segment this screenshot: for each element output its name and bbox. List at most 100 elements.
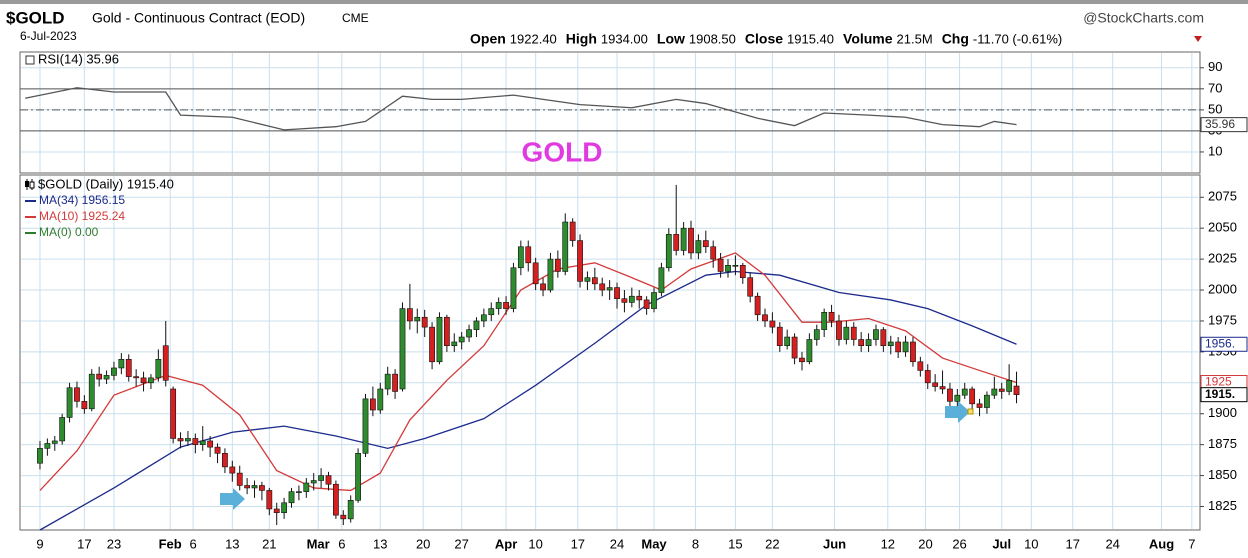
candle-body [340, 514, 347, 520]
quote-value: 1915.40 [787, 31, 834, 46]
candle-body [673, 234, 680, 251]
candle-body [96, 373, 103, 380]
candle-body [310, 480, 317, 484]
y-tick-label: 10 [1208, 143, 1222, 158]
candle-body [688, 227, 694, 254]
rsi-icon [25, 55, 35, 65]
last-value-label: 35.96 [1205, 117, 1235, 131]
candle-body [910, 341, 916, 363]
candle-body [488, 308, 495, 316]
quote-value: 1934.00 [601, 31, 648, 46]
candle-body [887, 341, 894, 346]
candle-body [540, 283, 546, 291]
candle-body [59, 417, 66, 442]
y-tick-label: 1850 [1208, 467, 1237, 482]
candle-body [229, 466, 236, 474]
candle-body [517, 246, 524, 269]
candle-body [66, 387, 73, 418]
legend-label: MA(34) 1956.15 [39, 193, 125, 207]
quote-label: High [566, 31, 597, 47]
y-tick-label: 2075 [1208, 189, 1237, 204]
quote: Open 1922.40 High 1934.00 Low 1908.50 Close 191… [470, 31, 1062, 47]
quote-value: 1922.40 [510, 31, 557, 46]
candle-body [865, 339, 872, 346]
candle-body [273, 508, 280, 513]
candle-body [984, 394, 990, 408]
candle-body [473, 320, 480, 330]
last-value-label: 1915. [1205, 387, 1235, 401]
candle-body [88, 373, 95, 410]
candle-body [133, 376, 140, 379]
rsi-title: RSI(14) 35.96 [38, 51, 119, 66]
arrow [220, 488, 245, 510]
candle-body [569, 221, 576, 241]
x-tick-label: Apr [495, 536, 517, 551]
candle-body [791, 336, 798, 359]
candle-body [843, 326, 850, 340]
x-tick-label: 17 [571, 536, 585, 551]
candle-body [976, 403, 983, 408]
candle-body [44, 443, 51, 449]
candle-body [636, 295, 643, 301]
candle-body [584, 277, 591, 282]
candle-body [377, 388, 384, 411]
candle-body [288, 491, 295, 504]
plot-layer: 103050709035.961825185018751900192519501… [20, 53, 1248, 551]
candle-body [125, 359, 132, 377]
candle-body [177, 438, 184, 442]
candle-body [739, 264, 746, 278]
candle-body [451, 341, 458, 346]
candle-body [429, 326, 435, 363]
price-title: $GOLD (Daily) 1915.40 [38, 176, 174, 191]
x-tick-label: Feb [159, 536, 182, 551]
x-tick-label: 17 [77, 536, 91, 551]
top-bar [0, 0, 1248, 4]
x-tick-label: 20 [416, 536, 430, 551]
candle-body [81, 401, 88, 410]
candle-body [828, 311, 835, 322]
candle-body [1013, 385, 1020, 395]
candle-body [776, 326, 783, 346]
candle-body [503, 302, 509, 309]
candle-body [392, 373, 398, 392]
quote-label: Open [470, 31, 506, 47]
candle-body [370, 398, 376, 411]
x-tick-label: Aug [1149, 536, 1174, 551]
candle-body [251, 485, 258, 489]
rsi-panel [19, 51, 1201, 174]
price-panel [19, 174, 1201, 531]
candle-body [725, 264, 731, 272]
candle-body [628, 295, 635, 303]
candle-body [850, 326, 857, 340]
candle-body [939, 386, 946, 390]
candle-body [858, 339, 865, 346]
x-tick-label: 26 [952, 536, 966, 551]
line [39, 252, 1017, 492]
line [39, 270, 1017, 531]
candle-body [192, 438, 199, 445]
y-tick-label: 1900 [1208, 405, 1237, 420]
quote-value: 1908.50 [689, 31, 736, 46]
candle-body [836, 320, 842, 340]
candle-body [917, 361, 924, 371]
candle-body [747, 277, 754, 297]
candle-body [222, 453, 228, 468]
candle-body [458, 336, 465, 343]
candle-body [214, 446, 221, 454]
last-value-box [1200, 336, 1248, 352]
candle-body [399, 308, 406, 390]
quote-value: 21.5M [897, 31, 933, 46]
last-value-label: 1925 [1205, 375, 1232, 389]
candle-body [170, 388, 177, 439]
x-tick-label: Mar [307, 536, 330, 551]
candle-body [954, 394, 961, 402]
candle-body [621, 298, 628, 303]
down-marker [1194, 36, 1202, 42]
candle-body [658, 267, 665, 293]
x-tick-label: 9 [36, 536, 43, 551]
candle-body [525, 246, 532, 264]
candle-body [466, 329, 472, 338]
candle-body [880, 329, 887, 346]
candle-body [873, 329, 879, 340]
